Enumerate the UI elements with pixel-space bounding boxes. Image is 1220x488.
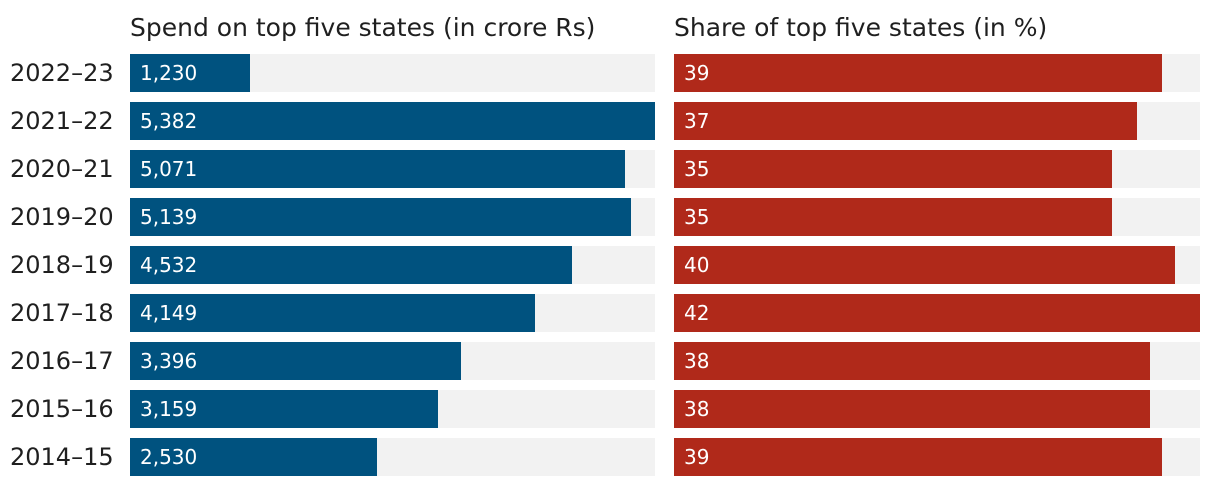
spend-value-label-2021-22: 5,382 xyxy=(140,109,198,133)
spend-value-label-2019-20: 5,139 xyxy=(140,205,198,229)
spend-bar-2020-21: 5,071 xyxy=(130,150,625,188)
spend-bar-track-2014-15: 2,530 xyxy=(130,438,655,476)
year-label-2021-22: 2021–22 xyxy=(10,107,114,135)
spend-value-label-2014-15: 2,530 xyxy=(140,445,198,469)
spend-bar-2015-16: 3,159 xyxy=(130,390,438,428)
spend-bar-2016-17: 3,396 xyxy=(130,342,461,380)
spend-bar-2018-19: 4,532 xyxy=(130,246,572,284)
spend-bar-track-2021-22: 5,382 xyxy=(130,102,655,140)
spend-value-label-2018-19: 4,532 xyxy=(140,253,198,277)
spend-bar-track-2016-17: 3,396 xyxy=(130,342,655,380)
share-value-label-2017-18: 42 xyxy=(684,301,710,325)
spend-bar-track-2022-23: 1,230 xyxy=(130,54,655,92)
share-bar-2016-17: 38 xyxy=(674,342,1150,380)
spend-bar-2019-20: 5,139 xyxy=(130,198,631,236)
share-bar-track-2019-20: 35 xyxy=(674,198,1200,236)
year-label-2016-17: 2016–17 xyxy=(10,347,114,375)
share-bar-2017-18: 42 xyxy=(674,294,1200,332)
share-value-label-2021-22: 37 xyxy=(684,109,710,133)
share-bar-track-2017-18: 42 xyxy=(674,294,1200,332)
spend-value-label-2020-21: 5,071 xyxy=(140,157,198,181)
year-label-2020-21: 2020–21 xyxy=(10,155,114,183)
year-label-2019-20: 2019–20 xyxy=(10,203,114,231)
spend-bar-2014-15: 2,530 xyxy=(130,438,377,476)
share-bar-2019-20: 35 xyxy=(674,198,1112,236)
share-bar-track-2020-21: 35 xyxy=(674,150,1200,188)
share-bar-track-2014-15: 39 xyxy=(674,438,1200,476)
spend-bar-track-2019-20: 5,139 xyxy=(130,198,655,236)
share-bar-track-2021-22: 37 xyxy=(674,102,1200,140)
spend-bar-track-2018-19: 4,532 xyxy=(130,246,655,284)
share-value-label-2015-16: 38 xyxy=(684,397,710,421)
spend-bar-track-2015-16: 3,159 xyxy=(130,390,655,428)
spend-bar-track-2017-18: 4,149 xyxy=(130,294,655,332)
share-bar-2015-16: 38 xyxy=(674,390,1150,428)
spend-value-label-2015-16: 3,159 xyxy=(140,397,198,421)
spend-bar-2021-22: 5,382 xyxy=(130,102,655,140)
spend-bar-2017-18: 4,149 xyxy=(130,294,535,332)
share-value-label-2019-20: 35 xyxy=(684,205,710,229)
share-bar-2014-15: 39 xyxy=(674,438,1162,476)
spend-value-label-2016-17: 3,396 xyxy=(140,349,198,373)
share-bar-track-2022-23: 39 xyxy=(674,54,1200,92)
year-label-2018-19: 2018–19 xyxy=(10,251,114,279)
share-value-label-2014-15: 39 xyxy=(684,445,710,469)
spend-bar-2022-23: 1,230 xyxy=(130,54,250,92)
spend-value-label-2017-18: 4,149 xyxy=(140,301,198,325)
share-bar-track-2018-19: 40 xyxy=(674,246,1200,284)
share-value-label-2020-21: 35 xyxy=(684,157,710,181)
spend-value-label-2022-23: 1,230 xyxy=(140,61,198,85)
year-label-2015-16: 2015–16 xyxy=(10,395,114,423)
spend-chart-title: Spend on top five states (in crore Rs) xyxy=(130,13,596,42)
share-bar-2022-23: 39 xyxy=(674,54,1162,92)
share-value-label-2022-23: 39 xyxy=(684,61,710,85)
share-bar-2020-21: 35 xyxy=(674,150,1112,188)
share-value-label-2018-19: 40 xyxy=(684,253,710,277)
year-label-2022-23: 2022–23 xyxy=(10,59,114,87)
year-label-2017-18: 2017–18 xyxy=(10,299,114,327)
share-bar-2021-22: 37 xyxy=(674,102,1137,140)
share-chart-title: Share of top five states (in %) xyxy=(674,13,1048,42)
year-label-2014-15: 2014–15 xyxy=(10,443,114,471)
spend-bar-track-2020-21: 5,071 xyxy=(130,150,655,188)
share-bar-track-2016-17: 38 xyxy=(674,342,1200,380)
share-bar-2018-19: 40 xyxy=(674,246,1175,284)
share-value-label-2016-17: 38 xyxy=(684,349,710,373)
share-bar-track-2015-16: 38 xyxy=(674,390,1200,428)
